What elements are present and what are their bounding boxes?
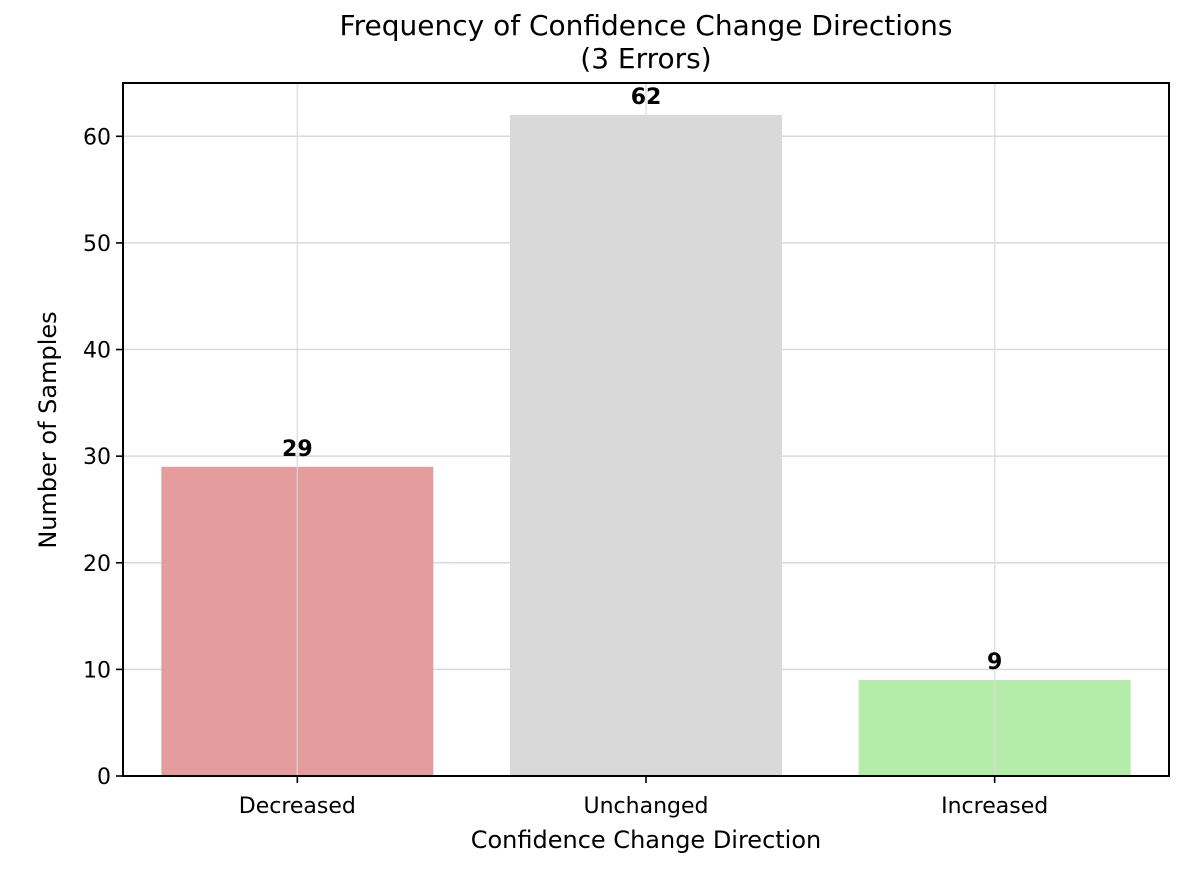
x-tick-label-unchanged: Unchanged xyxy=(584,794,709,819)
y-tick-label: 10 xyxy=(83,658,111,683)
x-tick-label-decreased: Decreased xyxy=(239,794,356,819)
x-axis-label: Confidence Change Direction xyxy=(471,826,822,854)
y-tick-label: 60 xyxy=(83,125,111,150)
data-label-unchanged: 62 xyxy=(631,85,662,110)
y-tick-label: 50 xyxy=(83,232,111,257)
x-tick-label-increased: Increased xyxy=(941,794,1048,819)
y-axis-label: Number of Samples xyxy=(34,311,62,548)
y-tick-label: 40 xyxy=(83,339,111,364)
data-label-increased: 9 xyxy=(987,650,1002,675)
y-axis-ticks: 0 10 20 30 40 50 60 xyxy=(83,125,123,790)
data-label-decreased: 29 xyxy=(282,437,313,462)
data-labels: 29 62 9 xyxy=(282,85,1002,675)
y-tick-label: 0 xyxy=(97,765,111,790)
chart-title: Frequency of Confidence Change Direction… xyxy=(340,9,953,42)
vertical-grid-lines xyxy=(296,83,996,776)
chart-subtitle: (3 Errors) xyxy=(580,42,711,75)
y-tick-label: 30 xyxy=(83,445,111,470)
y-tick-label: 20 xyxy=(83,552,111,577)
x-axis-ticks: Decreased Unchanged Increased xyxy=(239,776,1048,819)
